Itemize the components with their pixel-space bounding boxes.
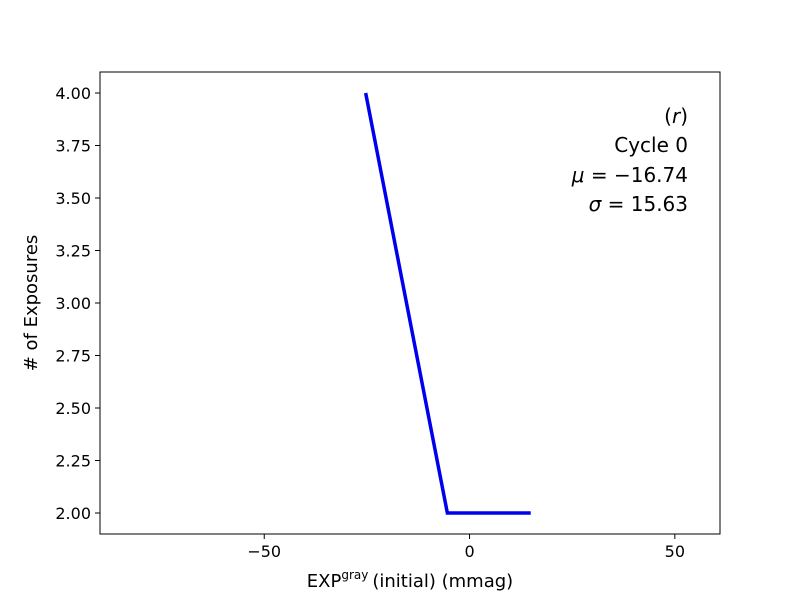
- x-axis-label-rest: (initial) (mmag): [372, 571, 513, 592]
- y-tick-label: 3.75: [55, 137, 91, 156]
- y-tick-label: 2.00: [55, 504, 91, 523]
- y-tick-label: 3.50: [55, 189, 91, 208]
- x-tick-label: 0: [464, 542, 474, 561]
- x-tick-label: −50: [247, 542, 281, 561]
- annotation-line-0: (r): [664, 104, 688, 128]
- x-axis-label: EXPgray (initial) (mmag): [307, 568, 513, 592]
- y-tick-label: 2.75: [55, 347, 91, 366]
- y-tick-label: 2.25: [55, 452, 91, 471]
- x-tick-label: 50: [665, 542, 685, 561]
- series-line-0: [363, 92, 531, 515]
- y-tick-label: 3.00: [55, 294, 91, 313]
- annotation: (r) Cycle 0 μ = −16.74 σ = 15.63: [571, 104, 688, 216]
- y-tick-label: 2.50: [55, 399, 91, 418]
- annotation-line-3: σ = 15.63: [589, 192, 688, 216]
- axes-layer: −50 0 50 2.00 2.25 2.50 2.75 3.00 3.25 3.50 3.75 4.…: [55, 71, 721, 561]
- annotation-line-2: μ = −16.74: [571, 163, 688, 187]
- annotation-line-1: Cycle 0: [614, 133, 688, 157]
- x-axis-label-main: EXP: [307, 571, 342, 592]
- y-axis-label: # of Exposures: [21, 235, 42, 372]
- x-axis-label-superscript: gray: [341, 568, 368, 582]
- y-tick-label: 3.25: [55, 242, 91, 261]
- plot-layer: [363, 92, 531, 515]
- y-tick-label: 4.00: [55, 84, 91, 103]
